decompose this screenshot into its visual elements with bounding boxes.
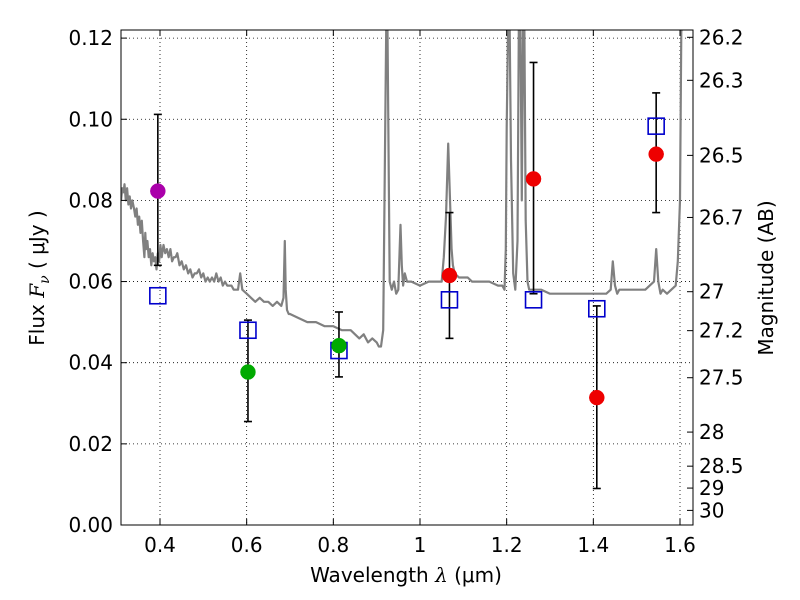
model-photometry-square xyxy=(524,291,543,309)
grid xyxy=(121,30,693,525)
magnitude-tick-label: 26.2 xyxy=(699,25,744,49)
plot-frame xyxy=(120,29,694,526)
observed-flux-point xyxy=(240,364,256,380)
y-axis-label-symbol: F xyxy=(25,283,49,299)
magnitude-tick-label: 28 xyxy=(699,420,724,444)
observed-flux-point xyxy=(150,183,166,199)
observed-flux-point xyxy=(331,337,347,354)
model-photometry-square xyxy=(440,291,459,309)
magnitude-tick-label: 27.2 xyxy=(699,319,744,343)
x-axis-label-unit: (μm) xyxy=(448,563,502,587)
y-axis-ticks: 0.00 0.02 0.04 0.06 0.08 0.10 0.12 xyxy=(68,26,127,537)
magnitude-tick-label: 26.5 xyxy=(699,143,744,167)
y-tick-label: 0.10 xyxy=(68,107,113,131)
y-axis-label-prefix: Flux xyxy=(25,298,49,346)
model-photometry-markers xyxy=(149,117,665,360)
magnitude-tick-label: 27 xyxy=(699,280,724,304)
magnitude-tick-label: 29 xyxy=(699,476,724,500)
x-axis-label: Wavelength λ (μm) xyxy=(310,563,502,587)
observed-flux-markers xyxy=(150,146,664,406)
model-photometry-square xyxy=(647,117,665,135)
x-tick-label: 0.4 xyxy=(144,533,176,557)
y-tick-label: 0.02 xyxy=(68,432,113,456)
y-tick-label: 0.00 xyxy=(68,513,113,537)
magnitude-tick-label: 30 xyxy=(699,498,724,522)
x-axis-label-prefix: Wavelength xyxy=(310,563,435,587)
x-axis-label-symbol: λ xyxy=(434,563,448,587)
y-tick-label: 0.08 xyxy=(68,188,113,212)
model-photometry-square xyxy=(587,299,606,318)
model-spectrum-layer xyxy=(121,30,683,348)
x-tick-label: 1 xyxy=(414,533,427,557)
observed-flux-point xyxy=(648,146,664,162)
magnitude-tick-label: 26.3 xyxy=(699,68,744,92)
y-axis-label-unit: ( μJy ) xyxy=(25,210,49,275)
magnitude-tick-label: 28.5 xyxy=(699,454,744,478)
observed-flux-point xyxy=(525,171,542,187)
x-axis-ticks: 0.4 0.6 0.8 1 1.2 1.4 1.6 xyxy=(144,30,696,557)
y-axis-label-subscript: ν xyxy=(37,275,53,284)
x-tick-label: 1.2 xyxy=(491,533,523,557)
model-spectrum-line xyxy=(121,30,683,348)
x-tick-label: 0.8 xyxy=(317,533,349,557)
y-tick-label: 0.04 xyxy=(68,351,113,375)
observed-flux-point xyxy=(589,389,605,406)
magnitude-tick-label: 26.7 xyxy=(699,205,744,229)
y-tick-label: 0.12 xyxy=(68,26,113,50)
magnitude-tick-label: 27.5 xyxy=(699,366,744,390)
x-tick-label: 0.6 xyxy=(231,533,263,557)
x-tick-label: 1.4 xyxy=(577,533,609,557)
y-axis-label: Flux Fν ( μJy ) xyxy=(25,210,53,345)
model-photometry-square xyxy=(239,321,257,340)
model-photometry-square xyxy=(149,286,167,305)
x-tick-label: 1.6 xyxy=(664,533,696,557)
y-tick-label: 0.06 xyxy=(68,270,113,294)
right-axis-label: Magnitude (AB) xyxy=(754,200,778,355)
error-bars xyxy=(153,61,661,490)
observed-flux-point xyxy=(441,267,458,284)
